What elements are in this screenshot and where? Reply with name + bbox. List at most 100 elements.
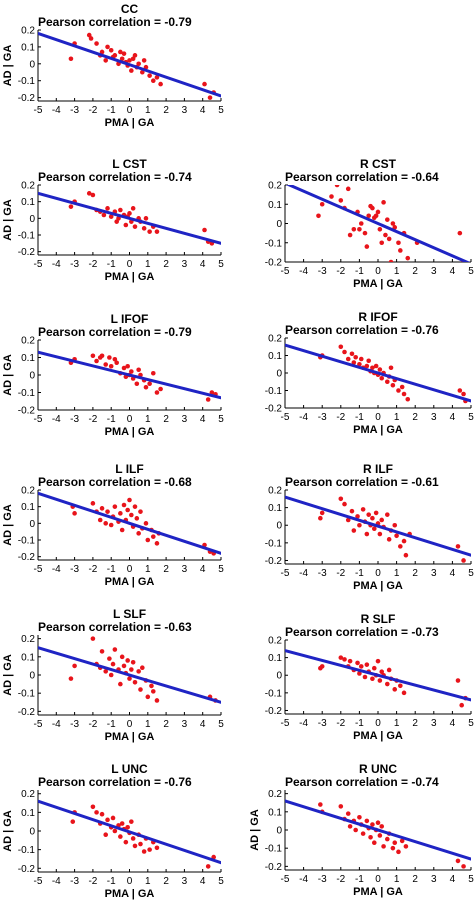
data-point	[364, 818, 370, 824]
data-point	[103, 832, 109, 838]
x-axis-label: PMA | GA	[353, 730, 403, 742]
data-point	[457, 388, 463, 393]
chart-title: L IFOF	[111, 312, 149, 326]
data-point	[145, 694, 151, 700]
x-tick-label: -4	[52, 876, 61, 887]
x-tick-label: -4	[299, 568, 308, 579]
data-point	[371, 526, 377, 532]
data-point	[112, 356, 118, 362]
x-tick-label: -4	[299, 874, 308, 885]
chart-subtitle: Pearson correlation = -0.79	[38, 15, 192, 29]
y-tick-label: 0	[276, 826, 282, 837]
data-point	[118, 834, 123, 839]
data-point	[123, 839, 129, 845]
x-tick-label: 2	[412, 266, 418, 277]
data-point	[373, 363, 379, 369]
data-point	[390, 382, 396, 388]
data-point	[345, 517, 351, 523]
chart-subtitle: Pearson correlation = -0.76	[38, 775, 192, 789]
data-point	[379, 824, 385, 829]
data-point	[132, 504, 138, 509]
data-point	[105, 817, 110, 823]
data-point	[99, 49, 105, 55]
data-point	[130, 836, 136, 841]
data-point	[158, 386, 163, 392]
x-tick-label: -4	[52, 719, 61, 730]
data-point	[357, 226, 362, 232]
x-tick-label: -3	[70, 414, 79, 425]
x-axis-label: PMA | GA	[105, 731, 155, 743]
chart-subtitle: Pearson correlation = -0.74	[285, 775, 439, 789]
y-tick-label: 0	[29, 519, 35, 530]
x-tick-label: 4	[200, 414, 206, 425]
regression-line	[285, 343, 471, 403]
y-tick-label: -0.1	[18, 536, 36, 547]
y-axis-label: AD | GA	[2, 504, 14, 546]
chart-title: R SLF	[361, 612, 396, 626]
data-point	[455, 544, 461, 549]
data-point	[455, 858, 461, 864]
data-point	[105, 509, 110, 514]
data-point	[72, 663, 77, 669]
data-point	[390, 221, 396, 226]
data-point	[90, 353, 96, 359]
plot-area	[38, 350, 221, 402]
x-tick-label: -4	[52, 414, 61, 425]
x-axis-label: PMA | GA	[105, 271, 155, 283]
y-axis-label: AD | GA	[2, 354, 14, 396]
data-point	[90, 804, 96, 810]
data-point	[136, 669, 141, 674]
y-tick-label: -0.2	[265, 862, 283, 873]
data-point	[103, 362, 109, 367]
data-point	[357, 361, 362, 367]
x-tick-label: 3	[431, 718, 437, 729]
x-tick-label: 3	[182, 876, 188, 887]
data-point	[149, 683, 154, 689]
regression-line	[38, 646, 221, 704]
x-tick-label: 5	[218, 564, 224, 575]
data-point	[127, 211, 132, 216]
data-point	[141, 226, 147, 231]
data-point	[134, 381, 140, 387]
data-point	[138, 509, 143, 514]
x-tick-label: -5	[281, 412, 290, 423]
y-tick-label: -0.1	[18, 689, 36, 700]
data-point	[143, 521, 149, 526]
data-point	[150, 689, 156, 694]
y-tick-label: -0.2	[18, 864, 36, 875]
data-point	[119, 527, 125, 533]
x-tick-label: 5	[218, 105, 224, 116]
data-point	[385, 836, 390, 842]
data-point	[396, 388, 401, 393]
data-point	[112, 53, 118, 58]
x-tick-label: 5	[468, 718, 474, 729]
x-tick-label: -5	[34, 259, 43, 270]
y-tick-label: -0.1	[265, 844, 283, 855]
data-point	[459, 702, 465, 708]
data-point	[127, 497, 132, 503]
x-tick-label: 2	[163, 105, 169, 116]
data-point	[88, 36, 94, 41]
data-point	[371, 665, 377, 671]
data-point	[130, 206, 136, 211]
data-point	[154, 541, 160, 546]
data-point	[349, 508, 355, 514]
data-point	[401, 690, 407, 696]
data-point	[108, 522, 114, 528]
data-point	[366, 358, 372, 364]
x-tick-label: 4	[200, 876, 206, 887]
data-point	[360, 507, 366, 512]
x-tick-label: 4	[200, 564, 206, 575]
y-tick-label: -0.1	[18, 231, 36, 242]
y-tick-label: -0.2	[18, 552, 36, 563]
data-point	[345, 186, 351, 192]
x-tick-label: -5	[281, 874, 290, 885]
data-point	[70, 819, 76, 824]
x-tick-label: -2	[88, 105, 97, 116]
x-tick-label: -5	[34, 876, 43, 887]
y-tick-label: 0.2	[268, 789, 282, 800]
x-tick-label: 2	[163, 876, 169, 887]
data-point	[118, 681, 123, 687]
